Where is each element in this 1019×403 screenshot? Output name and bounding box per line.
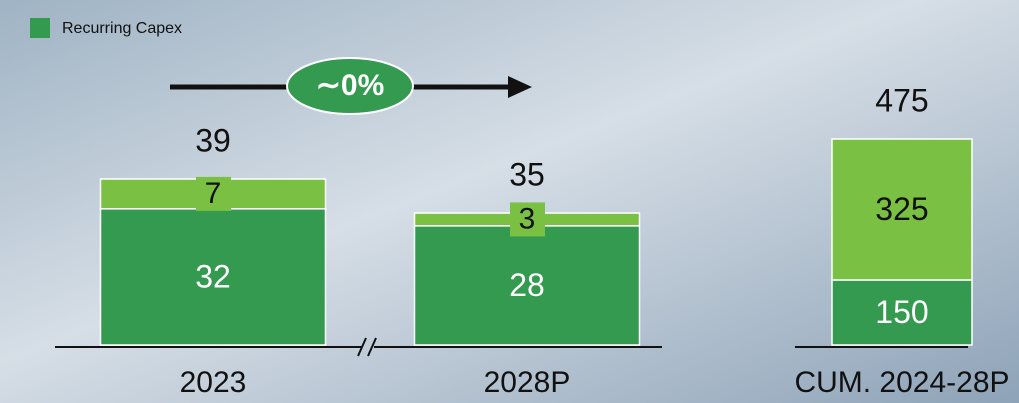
arrow-head: [508, 76, 532, 98]
label-box: [510, 202, 545, 237]
label-box: [196, 176, 231, 211]
bar-segment: [831, 138, 973, 281]
x-tick-label: CUM. 2024-28P: [794, 366, 1009, 399]
axis-break: [367, 337, 377, 357]
value-label: 3: [519, 202, 536, 235]
total-label: 39: [195, 122, 231, 158]
bar-segment: [413, 225, 641, 346]
annotation-badge: [286, 57, 414, 115]
x-tick-label: 2023: [180, 366, 247, 399]
value-label: 7: [205, 177, 222, 210]
value-label: 150: [875, 294, 928, 330]
annotation: ∼0%: [316, 69, 385, 102]
total-label: 475: [875, 82, 928, 118]
legend-swatch: [30, 18, 50, 38]
value-label: 325: [875, 191, 928, 227]
bar-segment: [99, 208, 327, 346]
legend-label: Recurring Capex: [62, 20, 182, 37]
total-label: 35: [509, 157, 545, 193]
value-label: 32: [195, 258, 231, 294]
axis-break: [357, 337, 367, 357]
x-tick-label: 2028P: [484, 366, 571, 399]
value-label: 28: [509, 267, 545, 303]
